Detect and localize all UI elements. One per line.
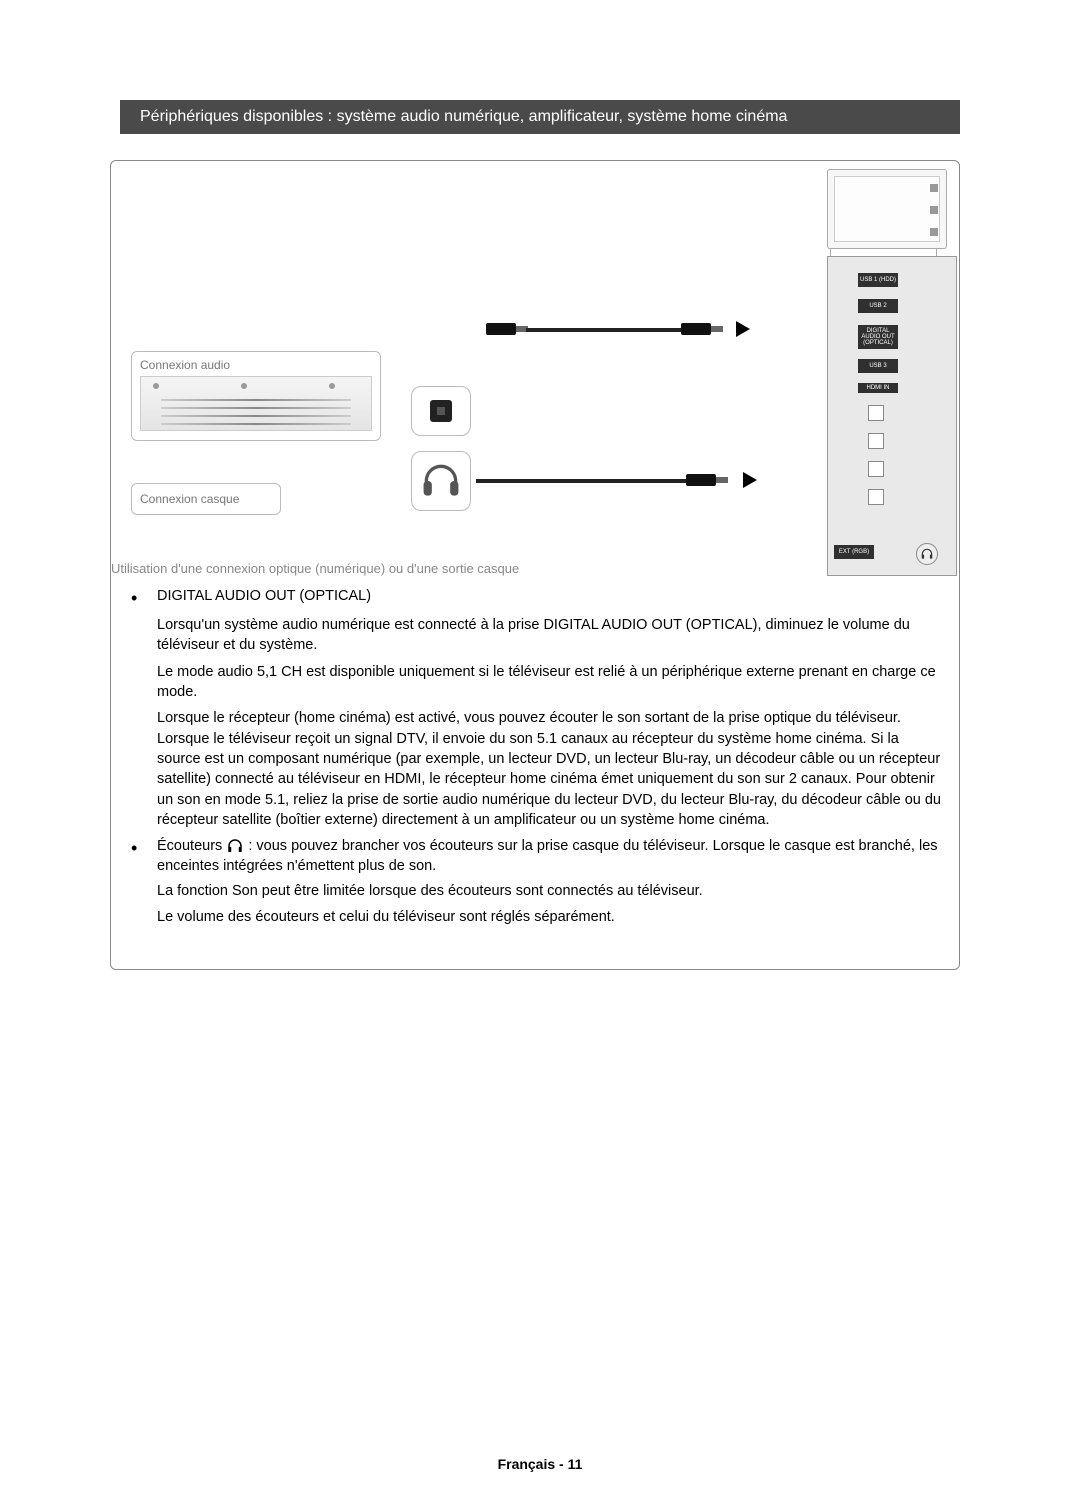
- audio-device-box: Connexion audio: [131, 351, 381, 441]
- paragraph-2: Le mode audio 5,1 CH est disponible uniq…: [157, 662, 945, 703]
- bullet1-label: DIGITAL AUDIO OUT (OPTICAL): [157, 586, 371, 611]
- paragraph-3: Lorsque le récepteur (home cinéma) est a…: [157, 708, 945, 830]
- headphone-label-box: Connexion casque: [131, 483, 281, 515]
- headphone-plug: [686, 474, 716, 486]
- headphone-icon-box: [411, 451, 471, 511]
- paragraph-5: La fonction Son peut être limitée lorsqu…: [157, 881, 945, 901]
- port-ext: EXT (RGB): [834, 545, 874, 559]
- section-header-text: Périphériques disponibles : système audi…: [140, 108, 787, 126]
- audio-device-label: Connexion audio: [140, 358, 372, 372]
- optical-plug-left: [486, 323, 516, 335]
- port-hdmi-2: [868, 433, 884, 449]
- footer-lang: Français: [498, 1456, 556, 1472]
- bullet-icon: •: [131, 836, 157, 877]
- optical-connector-box: [411, 386, 471, 436]
- port-usb3: USB 3: [858, 359, 898, 373]
- diagram-caption: Utilisation d'une connexion optique (num…: [111, 561, 519, 576]
- tv-port-dot: [930, 184, 938, 192]
- optical-plug-right: [681, 323, 711, 335]
- amplifier-graphic: [140, 376, 372, 431]
- port-hdmi-label: HDMI IN: [858, 383, 898, 393]
- headphone-icon: [226, 836, 244, 856]
- arrow-icon: [743, 472, 757, 488]
- footer-sep: -: [559, 1456, 568, 1472]
- tv-screen: [834, 176, 940, 242]
- headphone-cable: [476, 479, 686, 483]
- section-header: Périphériques disponibles : système audi…: [120, 100, 960, 134]
- port-headphone: [916, 543, 938, 565]
- tv-port-dot: [930, 206, 938, 214]
- tv-port-dot: [930, 228, 938, 236]
- arrow-icon: [736, 321, 750, 337]
- paragraph-1: Lorsqu'un système audio numérique est co…: [157, 615, 945, 656]
- body-text: • DIGITAL AUDIO OUT (OPTICAL) Lorsqu'un …: [131, 586, 945, 933]
- tv-front-diagram: [827, 169, 947, 249]
- headphone-icon: [419, 459, 463, 503]
- bullet2-label: Écouteurs: [157, 838, 222, 854]
- port-hdmi-1: [868, 405, 884, 421]
- bullet2-content: Écouteurs : vous pouvez brancher vos éco…: [157, 836, 945, 877]
- optical-jack-icon: [430, 400, 452, 422]
- headphone-icon: [920, 547, 934, 561]
- content-box: USB 1 (HDD) USB 2 DIGITAL AUDIO OUT (OPT…: [110, 160, 960, 970]
- tv-back-panel: USB 1 (HDD) USB 2 DIGITAL AUDIO OUT (OPT…: [827, 256, 957, 576]
- port-hdmi-3: [868, 461, 884, 477]
- port-usb1: USB 1 (HDD): [858, 273, 898, 287]
- bullet-icon: •: [131, 586, 157, 611]
- port-usb2: USB 2: [858, 299, 898, 313]
- optical-cable: [526, 328, 681, 332]
- page-footer: Français - 11: [0, 1456, 1080, 1472]
- footer-page: 11: [568, 1456, 583, 1472]
- paragraph-6: Le volume des écouteurs et celui du télé…: [157, 907, 945, 927]
- headphone-label: Connexion casque: [140, 492, 239, 506]
- port-hdmi-4: [868, 489, 884, 505]
- port-optical: DIGITAL AUDIO OUT (OPTICAL): [858, 325, 898, 349]
